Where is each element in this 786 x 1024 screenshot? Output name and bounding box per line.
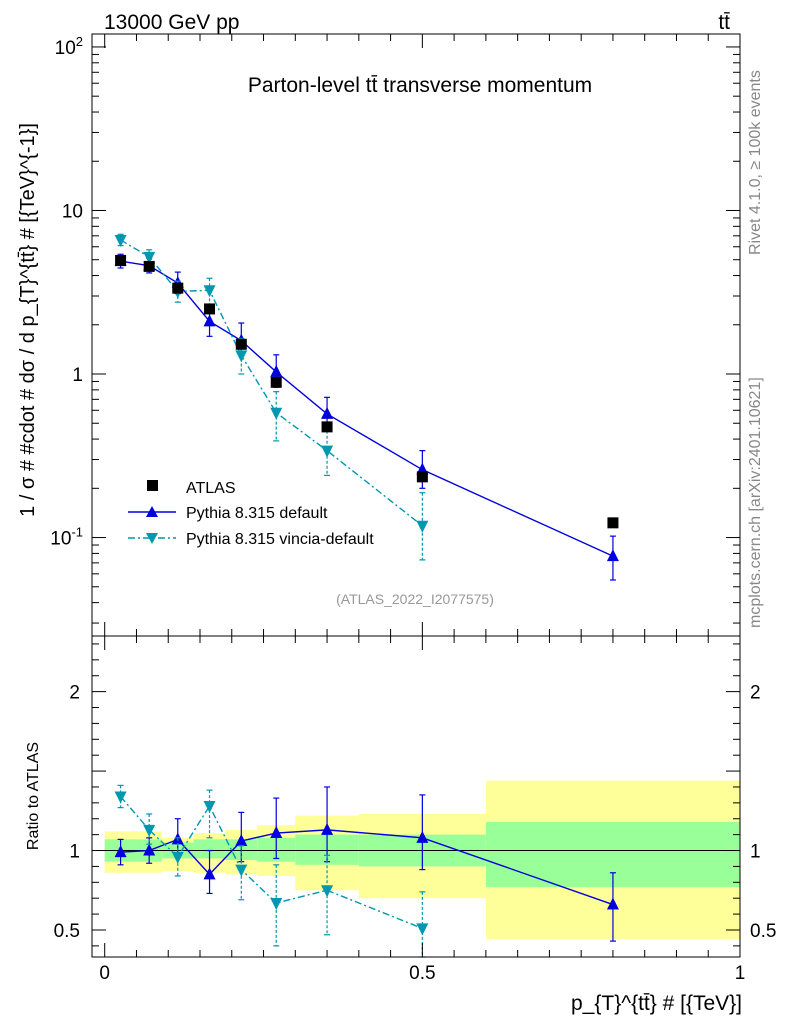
main-y-ticks: 10-1 1 10 102 — [50, 34, 741, 636]
ratio-y-tick-label-right: 0.5 — [750, 921, 776, 942]
ratio-frame — [91, 635, 741, 958]
ratio-band-inner — [193, 839, 226, 859]
atlas-data-point — [270, 376, 282, 388]
atlas-data-point — [115, 254, 127, 266]
legend-default-label: Pythia 8.315 default — [186, 505, 328, 522]
atlas-data-point — [172, 282, 184, 294]
x-tick-label: 0.5 — [409, 963, 435, 984]
default-marker — [606, 549, 619, 562]
analysis-id: (ATLAS_2022_I2077575) — [336, 591, 494, 607]
ratio-vincia-marker — [270, 897, 283, 910]
default-marker — [321, 406, 334, 419]
main-y-tick-label: 1 — [72, 365, 83, 386]
ratio-default-marker — [321, 822, 334, 835]
ratio-panel: 0.5 0.51 12 20 0.5 1 Ratio to ATLAS p_{T}^{tt… — [25, 635, 776, 1015]
ratio-default-marker — [114, 845, 127, 858]
process-label: tt̄ — [718, 11, 730, 34]
legend-default-marker — [146, 506, 158, 517]
ratio-default-marker — [143, 843, 156, 856]
main-y-tick-label: 102 — [55, 34, 83, 59]
vincia-marker — [416, 520, 429, 533]
ratio-vincia-marker — [203, 801, 216, 814]
ratio-default-marker — [606, 897, 619, 910]
ratio-vincia-marker — [321, 885, 334, 898]
default-marker — [203, 314, 216, 327]
ratio-vincia-marker — [114, 791, 127, 804]
ratio-default-marker — [270, 826, 283, 839]
atlas-data-point — [607, 517, 619, 529]
ratio-vincia-marker — [143, 824, 156, 837]
ratio-vincia-line — [120, 796, 423, 930]
rivet-label: Rivet 4.1.0, ≥ 100k events — [747, 70, 764, 255]
ratio-y-tick-label-left: 1 — [69, 842, 80, 863]
vincia-marker — [143, 251, 156, 264]
ratio-vincia-marker — [416, 923, 429, 936]
chart-title: Parton-level tt̄ transverse momentum — [248, 74, 592, 97]
energy-label: 13000 GeV pp — [104, 11, 239, 34]
atlas-data-point — [235, 338, 247, 350]
atlas-data-point — [416, 471, 428, 483]
vincia-marker — [114, 234, 127, 247]
legend-vincia-label: Pythia 8.315 vincia-default — [186, 531, 374, 548]
ratio-y-axis-label: Ratio to ATLAS — [25, 742, 42, 850]
ratio-default-marker — [203, 867, 216, 880]
ratio-series — [114, 784, 619, 958]
atlas-data-point — [204, 303, 216, 315]
vincia-marker — [321, 445, 334, 458]
legend-atlas-label: ATLAS — [186, 480, 236, 497]
legend-atlas-marker — [147, 480, 158, 491]
vincia-marker — [235, 350, 248, 363]
ratio-y-tick-label-right: 1 — [750, 842, 761, 863]
vincia-marker — [270, 407, 283, 420]
x-tick-label: 0 — [99, 963, 110, 984]
main-y-tick-label: 10 — [62, 201, 83, 222]
legend: ATLAS Pythia 8.315 default Pythia 8.315 … — [128, 480, 374, 548]
ratio-y-tick-label-left: 0.5 — [54, 921, 80, 942]
main-y-axis-label: 1 / σ # #cdot # dσ / d p_{T}^{tt̄} # [{T… — [17, 123, 39, 517]
ratio-y-tick-label-right: 2 — [750, 683, 761, 704]
ratio-ticks: 0.5 0.51 12 20 0.5 1 — [54, 636, 776, 984]
ratio-default-marker — [416, 830, 429, 843]
mcplots-label: mcplots.cern.ch [arXiv:2401.10621] — [747, 377, 764, 628]
ratio-y-tick-label-left: 2 — [69, 683, 80, 704]
ratio-default-marker — [235, 833, 248, 846]
legend-vincia-marker — [146, 533, 158, 544]
ratio-vincia-marker — [171, 851, 184, 864]
atlas-data-point — [143, 260, 155, 272]
main-panel: Parton-level tt̄ transverse momentum (AT… — [17, 33, 741, 637]
default-marker — [270, 364, 283, 377]
vincia-marker — [203, 285, 216, 298]
x-tick-label: 1 — [735, 963, 746, 984]
x-axis-label: p_{T}^{tt̄} # [{TeV}] — [571, 992, 742, 1015]
ratio-vincia-marker — [235, 864, 248, 877]
main-y-tick-label: 10-1 — [50, 525, 83, 550]
atlas-data-point — [321, 421, 333, 433]
main-series — [114, 233, 619, 581]
